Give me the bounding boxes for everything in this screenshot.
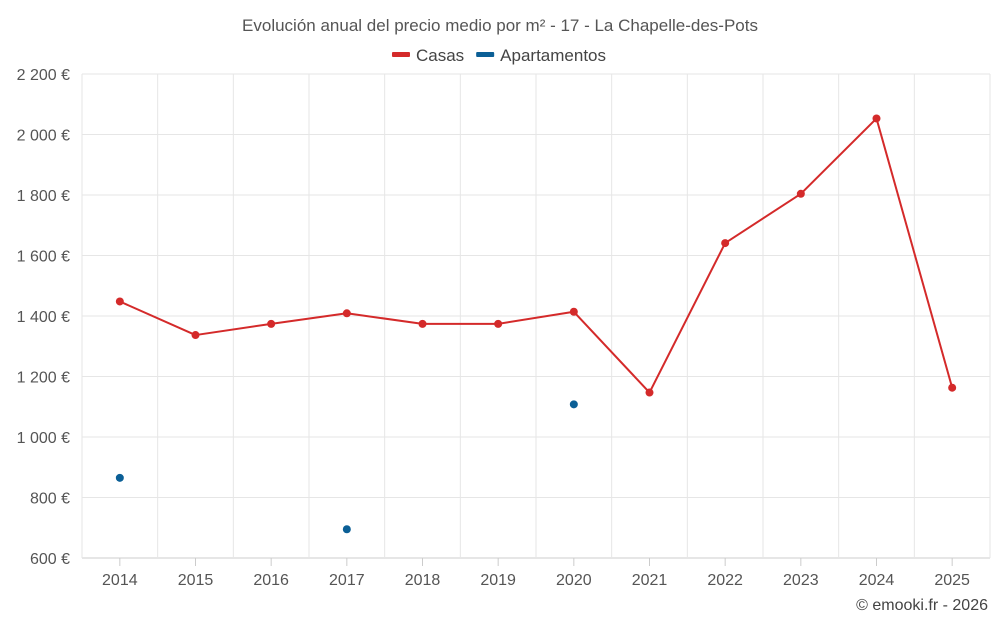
series-layer [115, 114, 957, 534]
copyright-credit: © emooki.fr - 2026 [856, 597, 988, 614]
y-tick-label: 2 000 € [17, 128, 70, 145]
x-tick-label: 2016 [253, 572, 289, 589]
apartamentos-point [115, 473, 124, 482]
casas-point [494, 319, 503, 328]
casas-point [645, 388, 654, 397]
y-tick-label: 600 € [30, 551, 70, 568]
x-tick-label: 2019 [480, 572, 516, 589]
y-tick-label: 2 200 € [17, 67, 70, 84]
casas-point [872, 114, 881, 123]
legend-swatch-apartamentos [476, 52, 495, 57]
x-tick-label: 2021 [632, 572, 668, 589]
grid [81, 73, 991, 559]
legend: Casas Apartamentos [391, 46, 606, 65]
x-axis: 2014 2015 2016 2017 2018 2019 2020 2021 2022 2023… [102, 558, 970, 589]
y-tick-label: 1 400 € [17, 309, 70, 326]
x-tick-label: 2022 [707, 572, 743, 589]
y-tick-label: 1 000 € [17, 430, 70, 447]
x-tick-label: 2023 [783, 572, 819, 589]
x-tick-label: 2025 [934, 572, 970, 589]
x-tick-label: 2017 [329, 572, 365, 589]
chart-title: Evolución anual del precio medio por m² … [242, 16, 758, 35]
legend-swatch-casas [391, 52, 410, 57]
apartamentos-point [569, 400, 578, 409]
x-tick-label: 2020 [556, 572, 592, 589]
casas-point [569, 307, 578, 316]
casas-point [796, 189, 805, 198]
legend-label-apartamentos: Apartamentos [500, 46, 606, 65]
casas-point [191, 331, 200, 340]
x-tick-label: 2024 [859, 572, 895, 589]
x-tick-label: 2018 [405, 572, 441, 589]
series-apartamentos [115, 400, 578, 534]
casas-point [721, 239, 730, 248]
y-axis: 600 € 800 € 1 000 € 1 200 € 1 400 € 1 600 € 1 … [17, 67, 70, 568]
x-tick-label: 2015 [178, 572, 214, 589]
y-tick-label: 800 € [30, 491, 70, 508]
casas-line [119, 117, 954, 394]
y-tick-label: 1 200 € [17, 370, 70, 387]
apartamentos-point [342, 525, 351, 534]
series-casas [115, 114, 957, 397]
casas-point [948, 383, 957, 392]
casas-point [115, 297, 124, 306]
legend-label-casas: Casas [416, 46, 464, 65]
x-tick-label: 2014 [102, 572, 138, 589]
casas-point [267, 319, 276, 328]
casas-point [342, 309, 351, 318]
y-tick-label: 1 800 € [17, 188, 70, 205]
y-tick-label: 1 600 € [17, 249, 70, 266]
casas-point [418, 319, 427, 328]
